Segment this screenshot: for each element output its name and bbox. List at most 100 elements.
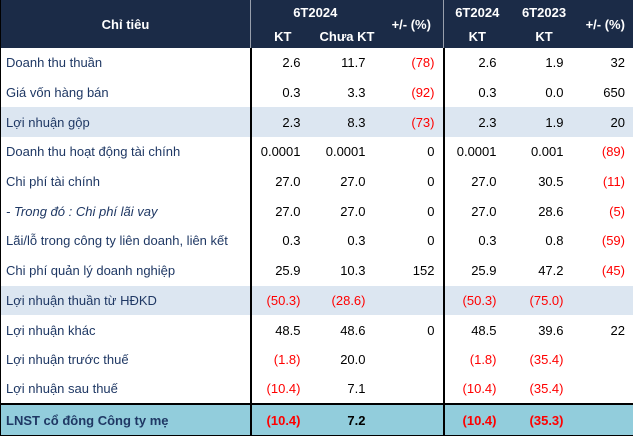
row-label: Doanh thu hoạt động tài chính xyxy=(0,137,251,167)
cell-value xyxy=(379,344,444,375)
header-group-6t2024: 6T2024 xyxy=(250,0,380,24)
cell-value: 0.8 xyxy=(510,226,578,256)
cell-value xyxy=(577,285,633,316)
cell-value: 650 xyxy=(577,77,633,108)
header-row-2: KT Chưa KT KT KT xyxy=(1,24,633,48)
table-row: Lợi nhuận sau thuế (10.4) 7.1 (10.4) (35.4) xyxy=(0,374,633,405)
cell-value: (45) xyxy=(577,255,633,286)
cell-value: 0.0001 xyxy=(442,137,511,167)
cell-value: (35.3) xyxy=(510,403,578,436)
cell-value: (92) xyxy=(379,77,444,108)
cell-value: 10.3 xyxy=(314,255,380,286)
cell-value: (73) xyxy=(379,107,444,138)
cell-value: (1.8) xyxy=(442,344,511,375)
table-row: Doanh thu hoạt động tài chính 0.0001 0.000… xyxy=(0,137,633,167)
cell-value: 0.3 xyxy=(249,226,315,256)
row-label: Lợi nhuận trước thuế xyxy=(0,344,251,375)
header-criteria: Chỉ tiêu xyxy=(0,0,251,48)
cell-value: 0.0001 xyxy=(249,137,315,167)
cell-value: 3.3 xyxy=(314,77,380,108)
table-row: Doanh thu thuần 2.6 11.7 (78) 2.6 1.9 32 xyxy=(0,48,633,78)
cell-value: 1.9 xyxy=(510,107,578,138)
row-label: Lãi/lỗ trong công ty liên doanh, liên kế… xyxy=(0,226,251,256)
header-change-right: +/- (%) xyxy=(577,0,633,48)
cell-value: 0.0 xyxy=(510,77,578,108)
cell-value: 27.0 xyxy=(314,196,380,227)
cell-value: 2.6 xyxy=(442,48,511,78)
cell-value: 2.3 xyxy=(442,107,511,138)
cell-value: (5) xyxy=(577,196,633,227)
row-label: Lợi nhuận khác xyxy=(0,315,251,345)
row-label: Chi phí tài chính xyxy=(0,166,251,197)
cell-value xyxy=(379,374,444,405)
cell-value: 0 xyxy=(379,137,444,167)
cell-value: 0 xyxy=(379,166,444,197)
row-label: - Trong đó : Chi phí lãi vay xyxy=(0,196,251,227)
cell-value: 7.2 xyxy=(314,403,380,436)
table-row: LNST cổ đông Công ty mẹ (10.4) 7.2 (10.4) (3… xyxy=(0,403,633,436)
cell-value: 22 xyxy=(577,315,633,345)
cell-value xyxy=(379,403,444,436)
cell-value: 0.001 xyxy=(510,137,578,167)
table-body: Doanh thu thuần 2.6 11.7 (78) 2.6 1.9 32 Giá vố… xyxy=(0,48,633,436)
cell-value: 25.9 xyxy=(249,255,315,286)
table-row: Lãi/lỗ trong công ty liên doanh, liên kế… xyxy=(0,226,633,256)
cell-value: (10.4) xyxy=(442,374,511,405)
cell-value: (89) xyxy=(577,137,633,167)
row-label: Giá vốn hàng bán xyxy=(0,77,251,108)
cell-value: 28.6 xyxy=(510,196,578,227)
cell-value: (10.4) xyxy=(249,374,315,405)
cell-value xyxy=(379,285,444,316)
table-row: Giá vốn hàng bán 0.3 3.3 (92) 0.3 0.0 650 xyxy=(0,77,633,108)
cell-value: (75.0) xyxy=(510,285,578,316)
header-6t2024-kt-top: 6T2024 xyxy=(443,0,511,24)
cell-value: 32 xyxy=(577,48,633,78)
cell-value: (11) xyxy=(577,166,633,197)
cell-value xyxy=(577,374,633,405)
row-label: Lợi nhuận thuần từ HĐKD xyxy=(0,285,251,316)
header-sub-kt: KT xyxy=(250,24,315,48)
cell-value: (50.3) xyxy=(442,285,511,316)
cell-value: 0.3 xyxy=(442,77,511,108)
cell-value: 0 xyxy=(379,315,444,345)
cell-value: 0 xyxy=(379,226,444,256)
row-label: Doanh thu thuần xyxy=(0,48,251,78)
cell-value: 0.0001 xyxy=(314,137,380,167)
header-6t2023-kt-top: 6T2023 xyxy=(510,0,578,24)
cell-value: 30.5 xyxy=(510,166,578,197)
cell-value: (1.8) xyxy=(249,344,315,375)
cell-value: 0.3 xyxy=(442,226,511,256)
cell-value: (35.4) xyxy=(510,344,578,375)
cell-value: 25.9 xyxy=(442,255,511,286)
cell-value: 0.3 xyxy=(249,77,315,108)
cell-value: 1.9 xyxy=(510,48,578,78)
header-6t2023-kt-bottom: KT xyxy=(510,24,578,48)
cell-value xyxy=(577,344,633,375)
cell-value: 2.6 xyxy=(249,48,315,78)
table-row: Lợi nhuận khác 48.5 48.6 0 48.5 39.6 22 xyxy=(0,315,633,345)
cell-value: (10.4) xyxy=(249,403,315,436)
cell-value xyxy=(577,403,633,436)
cell-value: 11.7 xyxy=(314,48,380,78)
cell-value: 48.6 xyxy=(314,315,380,345)
table-header: Chỉ tiêu 6T2024 +/- (%) 6T2024 6T2023 +/… xyxy=(0,0,633,48)
cell-value: 0.3 xyxy=(314,226,380,256)
cell-value: 39.6 xyxy=(510,315,578,345)
cell-value: 7.1 xyxy=(314,374,380,405)
header-row-1: Chỉ tiêu 6T2024 +/- (%) 6T2024 6T2023 +/… xyxy=(0,0,633,48)
cell-value: 2.3 xyxy=(249,107,315,138)
cell-value: 27.0 xyxy=(442,196,511,227)
cell-value: (78) xyxy=(379,48,444,78)
cell-value: (50.3) xyxy=(249,285,315,316)
cell-value: (28.6) xyxy=(314,285,380,316)
header-change-left: +/- (%) xyxy=(379,0,444,48)
table-row: Lợi nhuận trước thuế (1.8) 20.0 (1.8) (35.4) xyxy=(0,344,633,375)
row-label: Lợi nhuận sau thuế xyxy=(0,374,251,405)
cell-value: (59) xyxy=(577,226,633,256)
table-row: Chi phí tài chính 27.0 27.0 0 27.0 30.5 (11) xyxy=(0,166,633,197)
cell-value: 20.0 xyxy=(314,344,380,375)
cell-value: 48.5 xyxy=(249,315,315,345)
cell-value: 0 xyxy=(379,196,444,227)
